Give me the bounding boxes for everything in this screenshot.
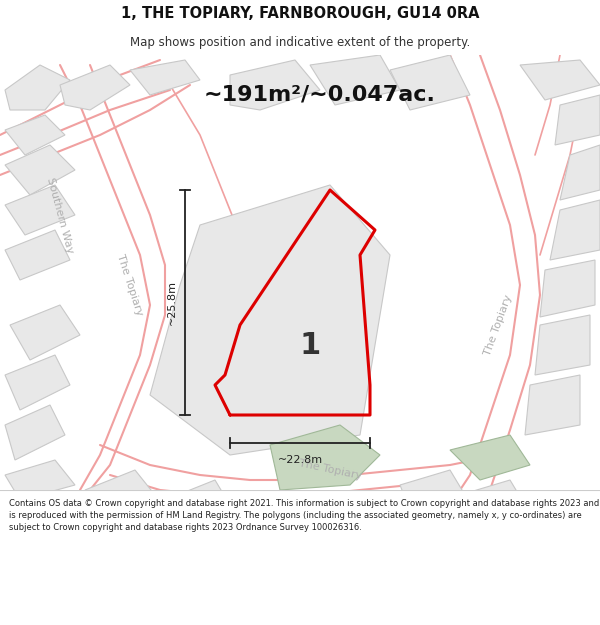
Polygon shape — [400, 470, 465, 510]
Polygon shape — [165, 480, 230, 520]
Text: The Topiary: The Topiary — [115, 253, 145, 317]
Text: 1: 1 — [299, 331, 320, 359]
Polygon shape — [60, 65, 130, 110]
Text: ~25.8m: ~25.8m — [167, 280, 177, 325]
Polygon shape — [450, 435, 530, 480]
Polygon shape — [150, 185, 390, 455]
Polygon shape — [555, 95, 600, 145]
Polygon shape — [525, 375, 580, 435]
Polygon shape — [550, 200, 600, 260]
Polygon shape — [5, 230, 70, 280]
Text: 1, THE TOPIARY, FARNBOROUGH, GU14 0RA: 1, THE TOPIARY, FARNBOROUGH, GU14 0RA — [121, 6, 479, 21]
Polygon shape — [230, 60, 320, 110]
Text: ~191m²/~0.047ac.: ~191m²/~0.047ac. — [204, 85, 436, 105]
Text: The Topiary: The Topiary — [482, 293, 514, 357]
Text: The Topiary: The Topiary — [298, 459, 362, 481]
Polygon shape — [310, 55, 400, 105]
Polygon shape — [460, 480, 525, 520]
Polygon shape — [560, 145, 600, 200]
Polygon shape — [535, 315, 590, 375]
Polygon shape — [5, 145, 75, 195]
Text: Southern Way: Southern Way — [45, 176, 75, 254]
Polygon shape — [270, 425, 380, 490]
Text: Map shows position and indicative extent of the property.: Map shows position and indicative extent… — [130, 36, 470, 49]
Polygon shape — [85, 470, 155, 510]
Polygon shape — [520, 60, 600, 100]
Polygon shape — [390, 55, 470, 110]
Polygon shape — [5, 185, 75, 235]
Polygon shape — [130, 60, 200, 95]
Polygon shape — [5, 460, 75, 500]
Polygon shape — [10, 305, 80, 360]
Polygon shape — [5, 355, 70, 410]
Text: Contains OS data © Crown copyright and database right 2021. This information is : Contains OS data © Crown copyright and d… — [9, 499, 599, 532]
Polygon shape — [5, 405, 65, 460]
Text: ~22.8m: ~22.8m — [277, 455, 323, 465]
Polygon shape — [540, 260, 595, 317]
Polygon shape — [5, 65, 70, 110]
Polygon shape — [5, 115, 65, 155]
